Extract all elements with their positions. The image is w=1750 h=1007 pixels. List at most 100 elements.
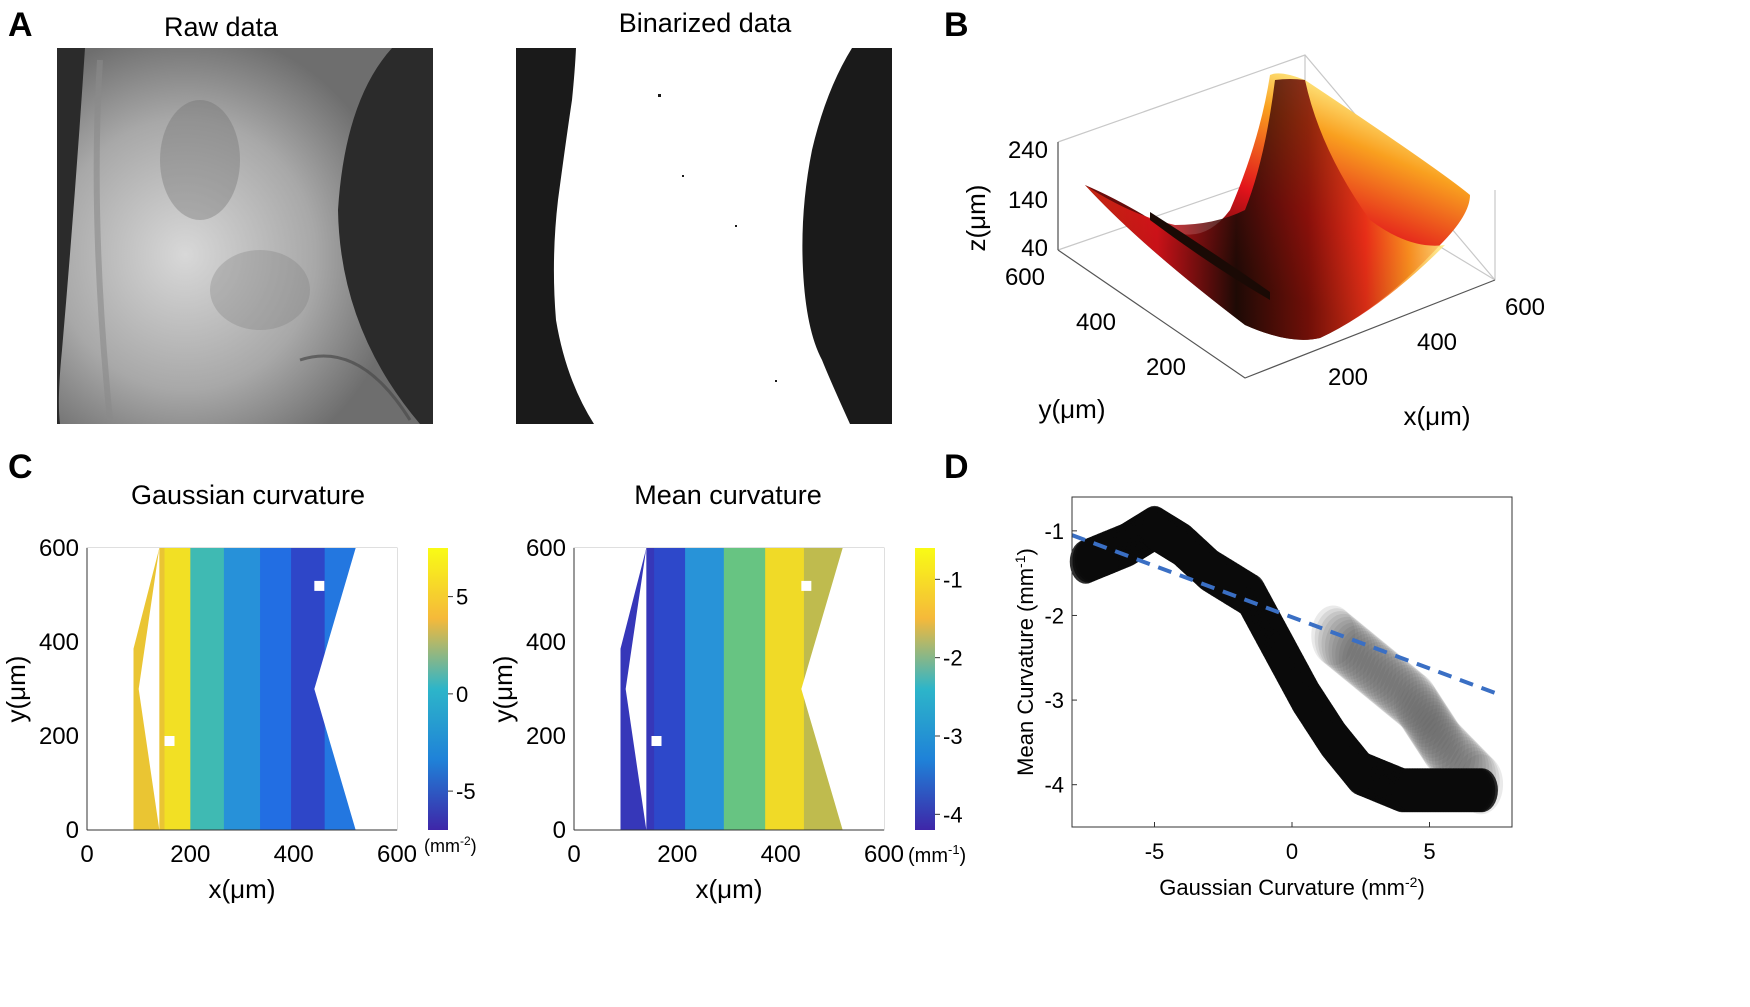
x-axis-label: Gaussian Curvature (mm-2) xyxy=(1159,874,1425,900)
scatter-point-secondary xyxy=(1342,630,1387,691)
colorbar-tick-label: 5 xyxy=(456,585,468,610)
heatmap-mask-right xyxy=(314,548,397,830)
y-axis-label: y(μm) xyxy=(488,656,518,723)
gaussian-colorbar-unit: (mm-2) xyxy=(424,834,477,856)
gaussian-colorbar-fill xyxy=(428,548,448,830)
mean-colorbar-unit: (mm-1) xyxy=(908,842,966,867)
y-tick-label: -2 xyxy=(1044,603,1064,628)
x-tick-label: -5 xyxy=(1145,839,1165,864)
y-axis-label: Mean Curvature (mm-1) xyxy=(1012,548,1038,776)
y-tick-label: 200 xyxy=(526,723,566,750)
scatter-point-secondary xyxy=(1402,687,1447,748)
heatmap-band xyxy=(654,548,687,830)
panel-b: B 240 140 40 z(μm) 600 400 200 y(μm) 200… xyxy=(944,6,1545,431)
gaussian-curvature-title: Gaussian curvature xyxy=(131,480,365,510)
scatter-point-secondary xyxy=(1318,611,1363,672)
scatter-point xyxy=(1465,768,1498,813)
scatter-point-secondary xyxy=(1409,697,1454,758)
scatter-point-secondary xyxy=(1311,605,1356,666)
scatter-point-secondary xyxy=(1393,673,1438,734)
scatter-point-secondary xyxy=(1418,711,1463,772)
scatter-point-secondary xyxy=(1355,642,1400,703)
y-tick-label: 400 xyxy=(39,629,79,656)
y-tick-label: 600 xyxy=(39,535,79,562)
x-tick-label: 0 xyxy=(1286,839,1298,864)
scatter-point-secondary xyxy=(1369,653,1414,714)
scatter-point-secondary xyxy=(1414,704,1459,765)
scatter-point-secondary xyxy=(1359,644,1404,705)
colorbar-tick-label: -3 xyxy=(943,724,963,749)
b-z-tick-2: 40 xyxy=(1021,235,1048,262)
heatmap-band xyxy=(685,548,725,830)
panel-d-letter: D xyxy=(944,448,969,486)
scatter-point-secondary xyxy=(1424,718,1469,779)
x-tick-label: 200 xyxy=(657,841,697,868)
scatter-point-secondary xyxy=(1338,628,1383,689)
y-axis-label: y(μm) xyxy=(1,656,31,723)
panel-a-letter: A xyxy=(8,6,33,44)
heatmap-band xyxy=(190,548,225,830)
heatmap-mask-left xyxy=(87,548,160,830)
heatmap-band xyxy=(223,548,262,830)
y-tick-label: 0 xyxy=(553,817,566,844)
scatter-point-secondary xyxy=(1376,659,1421,720)
b-x-tick-0: 200 xyxy=(1328,364,1368,391)
x-tick-label: 600 xyxy=(864,841,904,868)
heatmap-band xyxy=(723,548,767,830)
b-z-tick-1: 140 xyxy=(1008,187,1048,214)
mean-curvature-title: Mean curvature xyxy=(634,480,822,510)
mean-colorbar: -1 -2 -3 -4 (mm-1) xyxy=(908,548,966,867)
binarized-data-image xyxy=(516,48,892,424)
b-y-tick-1: 400 xyxy=(1076,309,1116,336)
scatter-point-secondary xyxy=(1396,676,1441,737)
y-tick-label: 0 xyxy=(66,817,79,844)
b-z-label: z(μm) xyxy=(961,185,991,252)
mean-colorbar-fill xyxy=(915,548,935,830)
scatter-point-secondary xyxy=(1373,656,1418,717)
raw-data-image xyxy=(57,48,433,424)
scatter-point-secondary xyxy=(1321,613,1366,674)
scatter-point-secondary xyxy=(1421,715,1466,776)
heatmap-hole xyxy=(801,580,812,591)
x-tick-label: 400 xyxy=(274,841,314,868)
y-tick-label: -1 xyxy=(1044,519,1064,544)
x-tick-label: 600 xyxy=(377,841,417,868)
scatter-point-secondary xyxy=(1352,639,1397,700)
colorbar-tick-label: -4 xyxy=(943,802,963,827)
b-z-tick-0: 240 xyxy=(1008,137,1048,164)
x-axis-label: x(μm) xyxy=(696,874,763,904)
y-tick-label: 600 xyxy=(526,535,566,562)
heatmap-band xyxy=(164,548,192,830)
heatmap-mask-right xyxy=(801,548,884,830)
scatter-point-secondary xyxy=(1366,650,1411,711)
b-y-tick-0: 600 xyxy=(1005,264,1045,291)
b-x-tick-2: 600 xyxy=(1505,294,1545,321)
y-tick-label: 400 xyxy=(526,629,566,656)
y-tick-label: -4 xyxy=(1044,773,1064,798)
raw-data-title: Raw data xyxy=(164,12,279,42)
y-tick-label: 200 xyxy=(39,723,79,750)
mean-heatmap: 0 200 400 600 0 200 400 600 x(μm) y(μm) xyxy=(488,535,904,904)
colorbar-tick-label: -2 xyxy=(943,646,963,671)
panel-a: A Raw data Binarized data xyxy=(8,6,892,424)
scatter-point-secondary xyxy=(1386,667,1431,728)
b-y-label: y(μm) xyxy=(1039,394,1106,424)
y-tick-label: -3 xyxy=(1044,688,1064,713)
colorbar-tick-label: -1 xyxy=(943,567,963,592)
fit-line xyxy=(1071,533,1499,697)
scatter-point-secondary xyxy=(1412,701,1457,762)
scatter-point-secondary xyxy=(1398,680,1443,741)
scatter-point-secondary xyxy=(1428,722,1473,783)
scatter-point-secondary xyxy=(1400,683,1445,744)
scatter-point-secondary xyxy=(1335,625,1380,686)
x-tick-label: 400 xyxy=(761,841,801,868)
panel-b-surface xyxy=(1085,73,1470,340)
scatter-point-secondary xyxy=(1405,690,1450,751)
b-y-tick-2: 200 xyxy=(1146,354,1186,381)
scatter-point-secondary xyxy=(1383,664,1428,725)
scatter-point-secondary xyxy=(1362,647,1407,708)
colorbar-tick-label: -5 xyxy=(456,779,476,804)
heatmap-band xyxy=(260,548,293,830)
heatmap-mask-left xyxy=(574,548,647,830)
